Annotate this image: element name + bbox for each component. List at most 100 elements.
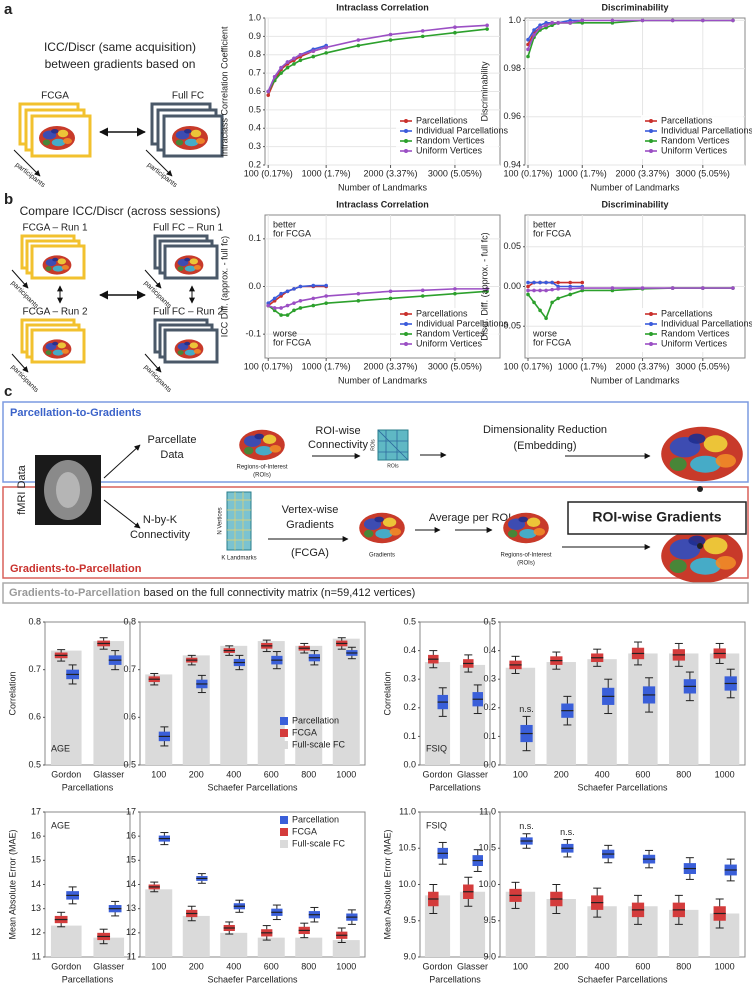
point — [285, 313, 290, 317]
brain-region — [51, 129, 59, 134]
brain-region — [184, 138, 199, 147]
brain-region — [533, 528, 545, 536]
y-tick-label: 0.0 — [483, 759, 496, 769]
y-tick-label: 0.1 — [403, 731, 416, 741]
point — [526, 284, 530, 289]
bar — [145, 889, 173, 957]
x-tick-label: 400 — [226, 961, 241, 971]
legend-swatch — [280, 840, 288, 848]
y-tick-label: 13 — [126, 903, 136, 913]
y-tick-label: 0.5 — [248, 104, 261, 114]
legend-swatch — [404, 312, 408, 316]
stack-label: FCGA – Run 1 — [22, 223, 87, 234]
y-tick-label: 0.7 — [248, 68, 261, 78]
legend-swatch — [280, 729, 288, 737]
annotation: for FCGA — [273, 337, 311, 347]
legend-swatch — [280, 828, 288, 836]
brain-region — [57, 129, 69, 138]
y-tick-label: 0.4 — [483, 645, 496, 655]
brain-region — [688, 535, 706, 546]
y-tick-label: 0.8 — [28, 616, 41, 626]
brain-region — [52, 265, 64, 272]
legend-label: Random Vertices — [661, 328, 730, 338]
x-tick-label: 100 — [151, 961, 166, 971]
point — [544, 288, 548, 293]
point — [580, 286, 585, 290]
point — [311, 49, 316, 53]
brain-region — [507, 529, 518, 538]
brain-region — [177, 266, 184, 271]
x-tick-label: Gordon — [51, 961, 81, 971]
y-tick-label: 12 — [31, 927, 41, 937]
y-tick-label: 0.5 — [403, 616, 416, 626]
legend-label: Individual Parcellations — [661, 318, 752, 328]
x-axis-label: Parcellations — [429, 974, 481, 984]
caption: (ROIs) — [253, 473, 271, 479]
y-tick-label: 12 — [126, 927, 136, 937]
bar — [709, 653, 740, 765]
y-tick-label: 0.5 — [483, 616, 496, 626]
y-tick-label: 11.0 — [399, 806, 416, 816]
legend-swatch — [404, 139, 408, 143]
y-tick-label: 0.96 — [503, 111, 521, 121]
bar — [332, 638, 360, 765]
legend-label: Random Vertices — [416, 135, 485, 145]
step: N-by-K — [143, 514, 178, 526]
brain-region — [57, 342, 66, 349]
brain-region — [45, 350, 52, 355]
y-tick-label: 15 — [126, 855, 136, 865]
point — [526, 288, 530, 293]
step: (Embedding) — [514, 440, 577, 452]
x-axis-label: Schaefer Parcellations — [207, 974, 298, 984]
point — [272, 296, 277, 301]
x-tick-label: 600 — [635, 961, 650, 971]
y-tick-label: 0.05 — [503, 241, 521, 251]
pipeline-title: Parcellation-to-Gradients — [10, 407, 141, 419]
y-tick-label: 0.1 — [248, 233, 261, 243]
brain-region — [715, 556, 736, 570]
bar — [628, 653, 658, 765]
brain — [503, 512, 549, 544]
x-tick-label: Glasser — [93, 769, 124, 779]
point — [670, 286, 675, 290]
note-box — [2, 582, 749, 604]
point — [550, 280, 554, 285]
x-axis-label: Number of Landmarks — [338, 182, 428, 192]
brain — [172, 126, 208, 150]
brain-region — [52, 349, 64, 356]
x-tick-label: 400 — [595, 769, 610, 779]
legend-label: Parcellation — [292, 715, 339, 725]
x-tick-label: 100 — [151, 769, 166, 779]
brain-region — [184, 257, 191, 262]
legend-swatch — [280, 741, 288, 749]
point — [388, 38, 393, 42]
legend-label: Uniform Vertices — [661, 145, 728, 155]
note-text: based on the full connectivity matrix (n… — [140, 587, 415, 599]
point — [453, 287, 457, 291]
x-tick-label: Gordon — [422, 961, 452, 971]
brain-region — [184, 349, 196, 356]
point — [298, 284, 303, 289]
annotation: worse — [532, 328, 557, 338]
y-tick-label: 17 — [31, 806, 41, 816]
arrow — [144, 269, 162, 289]
point — [298, 306, 303, 310]
point — [388, 32, 393, 37]
bar — [459, 664, 486, 765]
bar — [459, 891, 486, 957]
bar — [332, 940, 360, 957]
caption: (ROIs) — [517, 561, 535, 567]
point — [701, 18, 705, 23]
plot-area — [139, 811, 366, 958]
bar — [587, 659, 617, 765]
brain-region — [703, 537, 728, 555]
fmri-image — [56, 472, 80, 508]
legend-swatch — [649, 149, 653, 153]
y-axis-label: Correlation — [7, 671, 17, 715]
point — [272, 306, 277, 310]
legend-swatch — [649, 332, 653, 336]
point — [292, 308, 296, 313]
brain-region — [669, 457, 687, 472]
x-tick-label: 1000 (1.7%) — [558, 168, 607, 178]
x-tick-label: 400 — [595, 961, 610, 971]
